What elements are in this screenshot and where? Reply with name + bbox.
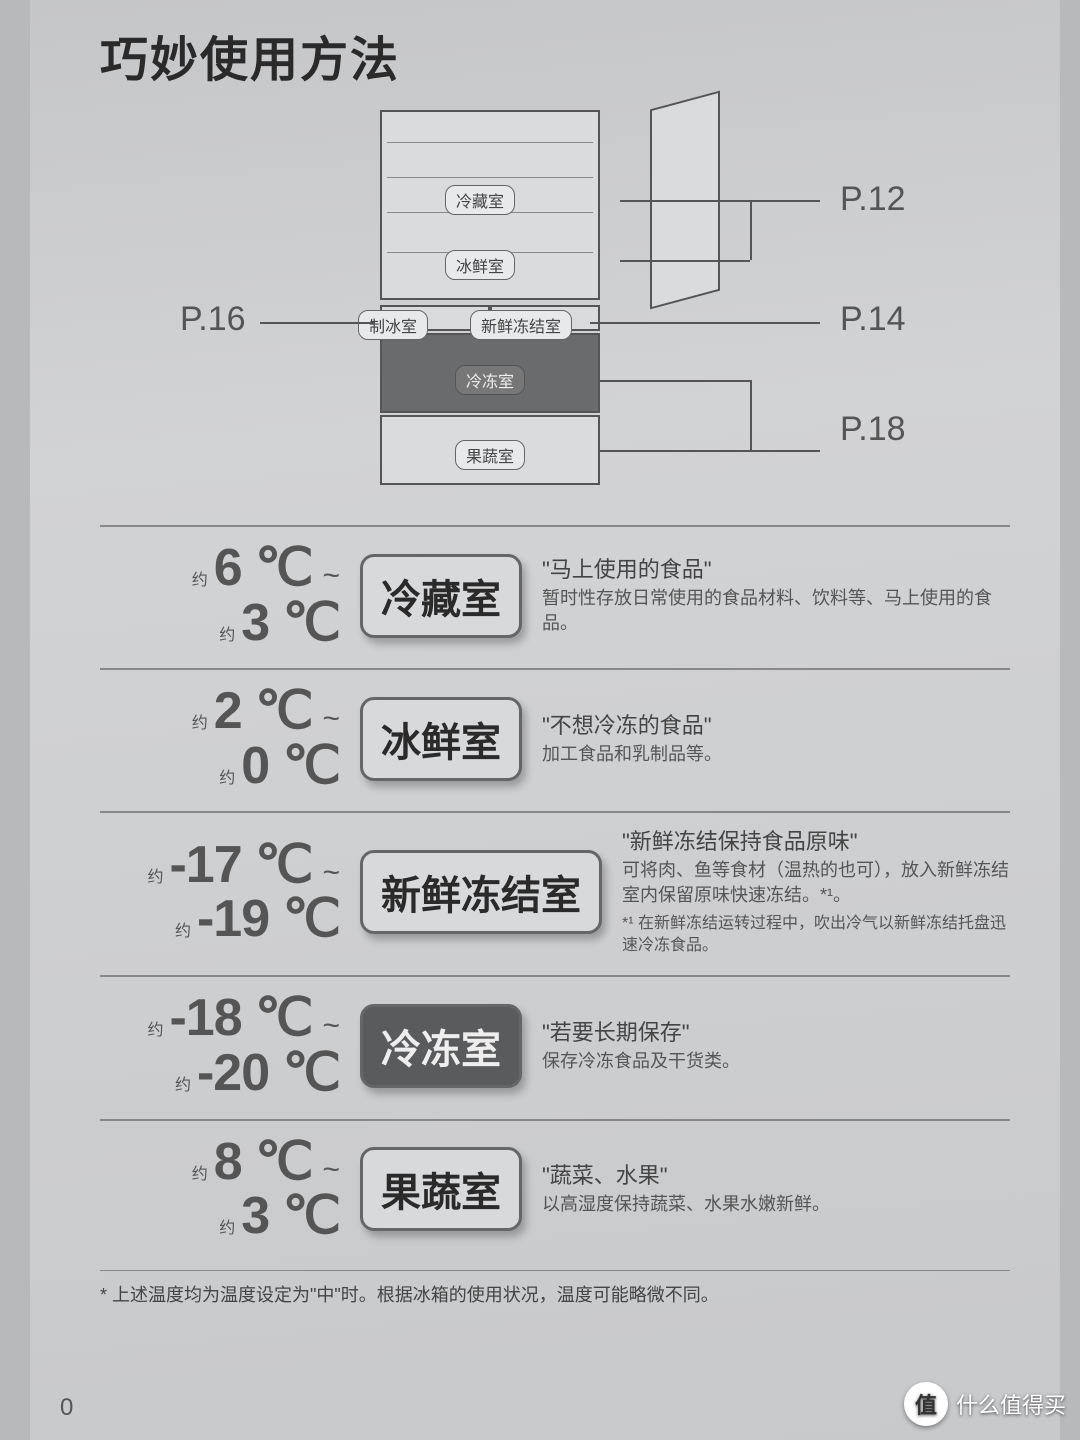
tag-freeze: 冷冻室 (455, 365, 525, 395)
fridge-diagram: 冷藏室 冰鲜室 制冰室 新鲜冻结室 冷冻室 果蔬室 P.12 P.14 P.16… (100, 100, 1010, 520)
compartment-chip: 冷冻室 (360, 1004, 522, 1088)
tilde: ~ (322, 703, 340, 735)
temp-low: 0 ℃ (241, 739, 340, 794)
compartment-chip: 冷藏室 (360, 554, 522, 638)
tag-fresh: 新鲜冻结室 (470, 310, 572, 340)
compartment-description: "马上使用的食品"暂时性存放日常使用的食品材料、饮料等、马上使用的食品。 (542, 555, 1010, 636)
compartment-description: "新鲜冻结保持食品原味"可将肉、鱼等食材（温热的也可），放入新鲜冻结室内保留原味… (622, 827, 1010, 957)
desc-sub: 可将肉、鱼等食材（温热的也可），放入新鲜冻结室内保留原味快速冻结。*¹。 (622, 858, 1010, 908)
temperature-range: 约 8 ℃ ~ 约 3 ℃ (100, 1135, 340, 1244)
compartment-row: 约 2 ℃ ~ 约 0 ℃ 冰鲜室 "不想冷冻的食品"加工食品和乳制品等。 (100, 668, 1010, 811)
approx-label: 约 (147, 1023, 163, 1040)
desc-footnote: *¹ 在新鲜冻结运转过程中，吹出冷气以新鲜冻结托盘迅速冷冻食品。 (622, 913, 1010, 958)
desc-sub: 保存冷冻食品及干货类。 (542, 1049, 1010, 1074)
footnote: * 上述温度均为温度设定为"中"时。根据冰箱的使用状况，温度可能略微不同。 (100, 1270, 1010, 1307)
temperature-range: 约 6 ℃ ~ 约 3 ℃ (100, 541, 340, 650)
pageref-12: P.12 (840, 180, 906, 219)
watermark: 值 什么值得买 (904, 1382, 1066, 1426)
compartment-description: "蔬菜、水果"以高湿度保持蔬菜、水果水嫩新鲜。 (542, 1161, 1010, 1217)
desc-sub: 以高湿度保持蔬菜、水果水嫩新鲜。 (542, 1192, 1010, 1217)
temp-high: -18 ℃ (169, 991, 312, 1046)
compartment-description: "若要长期保存"保存冷冻食品及干货类。 (542, 1018, 1010, 1074)
pageref-16: P.16 (180, 300, 246, 339)
tag-veg: 果蔬室 (455, 440, 525, 470)
desc-quote: "蔬菜、水果" (542, 1161, 1010, 1192)
tilde: ~ (322, 560, 340, 592)
compartment-table: 约6 ℃~约3 ℃冷藏室"马上使用的食品"暂时性存放日常使用的食品材料、饮料等、… (100, 525, 1010, 1262)
approx-label: 约 (192, 1167, 208, 1184)
compartment-chip: 果蔬室 (360, 1147, 522, 1231)
page-number: 0 (60, 1394, 73, 1422)
temperature-range: 约 2 ℃ ~ 约 0 ℃ (100, 684, 340, 793)
temp-high: 6 ℃ (214, 541, 313, 596)
tag-chill: 冰鲜室 (445, 250, 515, 280)
watermark-badge: 值 (904, 1382, 948, 1426)
tilde: ~ (322, 1010, 340, 1042)
compartment-row: 约 -18 ℃ ~ 约 -20 ℃ 冷冻室 "若要长期保存"保存冷冻食品及干货类。 (100, 975, 1010, 1118)
pageref-18: P.18 (840, 410, 906, 449)
temp-low: -19 ℃ (197, 892, 340, 947)
desc-quote: "若要长期保存" (542, 1018, 1010, 1049)
desc-quote: "马上使用的食品" (542, 555, 1010, 586)
approx-label: 约 (192, 716, 208, 733)
temp-low: 3 ℃ (241, 596, 340, 651)
pageref-14: P.14 (840, 300, 906, 339)
watermark-text: 什么值得买 (956, 1388, 1066, 1420)
tag-cold: 冷藏室 (445, 185, 515, 215)
temp-low: -20 ℃ (197, 1046, 340, 1101)
approx-label: 约 (192, 573, 208, 590)
desc-sub: 暂时性存放日常使用的食品材料、饮料等、马上使用的食品。 (542, 586, 1010, 636)
compartment-chip: 冰鲜室 (360, 697, 522, 781)
temp-high: 8 ℃ (214, 1135, 313, 1190)
compartment-description: "不想冷冻的食品"加工食品和乳制品等。 (542, 711, 1010, 767)
compartment-row: 约 8 ℃ ~ 约 3 ℃ 果蔬室 "蔬菜、水果"以高湿度保持蔬菜、水果水嫩新鲜。 (100, 1119, 1010, 1262)
compartment-row: 约6 ℃~约3 ℃冷藏室"马上使用的食品"暂时性存放日常使用的食品材料、饮料等、… (100, 525, 1010, 668)
tilde: ~ (322, 1154, 340, 1186)
temp-high: 2 ℃ (214, 684, 313, 739)
approx-label: 约 (219, 771, 235, 788)
approx-label: 约 (175, 924, 191, 941)
page-title: 巧妙使用方法 (100, 20, 1010, 90)
approx-label: 约 (175, 1078, 191, 1095)
temp-low: 3 ℃ (241, 1189, 340, 1244)
manual-page: 巧妙使用方法 冷藏室 冰鲜室 制冰室 新鲜冻结室 冷冻室 果蔬室 P.12 P.… (30, 0, 1060, 1440)
approx-label: 约 (219, 628, 235, 645)
desc-quote: "不想冷冻的食品" (542, 711, 1010, 742)
compartment-row: 约-17 ℃~约-19 ℃新鲜冻结室"新鲜冻结保持食品原味"可将肉、鱼等食材（温… (100, 811, 1010, 975)
desc-sub: 加工食品和乳制品等。 (542, 742, 1010, 767)
desc-quote: "新鲜冻结保持食品原味" (622, 827, 1010, 858)
temp-high: -17 ℃ (169, 838, 312, 893)
temperature-range: 约 -18 ℃ ~ 约 -20 ℃ (100, 991, 340, 1100)
approx-label: 约 (147, 870, 163, 887)
temperature-range: 约 -17 ℃ ~ 约 -19 ℃ (100, 838, 340, 947)
approx-label: 约 (219, 1221, 235, 1238)
tilde: ~ (322, 857, 340, 889)
compartment-chip: 新鲜冻结室 (360, 850, 602, 934)
tag-ice: 制冰室 (358, 310, 428, 340)
